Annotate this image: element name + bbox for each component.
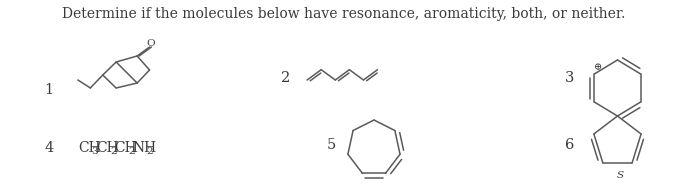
Text: NH: NH xyxy=(133,141,157,155)
Text: O: O xyxy=(146,39,155,47)
Text: CH: CH xyxy=(96,141,119,155)
Text: Determine if the molecules below have resonance, aromaticity, both, or neither.: Determine if the molecules below have re… xyxy=(62,7,625,21)
Text: 2: 2 xyxy=(128,147,135,156)
Text: 2: 2 xyxy=(146,147,153,156)
Text: 2: 2 xyxy=(110,147,117,156)
Text: CH: CH xyxy=(114,141,137,155)
Text: 2: 2 xyxy=(282,71,291,85)
Text: 6: 6 xyxy=(565,138,574,152)
Text: 3: 3 xyxy=(91,147,98,156)
Text: ⊕: ⊕ xyxy=(594,63,602,73)
Text: 5: 5 xyxy=(326,138,336,152)
Text: 3: 3 xyxy=(565,71,574,85)
Text: S: S xyxy=(617,171,624,180)
Text: 4: 4 xyxy=(45,141,54,155)
Text: CH: CH xyxy=(78,141,100,155)
Text: 1: 1 xyxy=(45,83,54,97)
